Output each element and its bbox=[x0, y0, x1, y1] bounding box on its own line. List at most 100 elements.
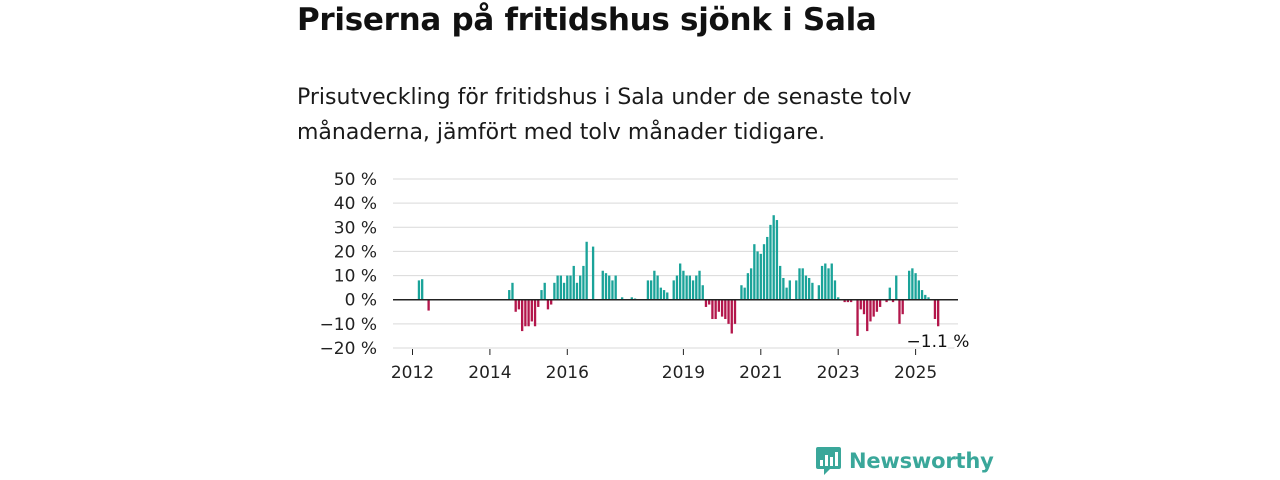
bars bbox=[417, 215, 940, 336]
bar bbox=[830, 263, 833, 300]
bar bbox=[924, 294, 927, 300]
bar bbox=[569, 275, 572, 300]
bar bbox=[801, 268, 804, 300]
x-tick-label: 2019 bbox=[662, 363, 705, 383]
bar bbox=[711, 299, 714, 320]
bar bbox=[572, 265, 575, 300]
bar bbox=[604, 273, 608, 300]
bar bbox=[775, 220, 779, 300]
last-value-annotation: −1.1 % bbox=[905, 331, 971, 354]
bar bbox=[769, 224, 772, 300]
bar bbox=[546, 299, 550, 310]
bar bbox=[672, 280, 675, 300]
bar bbox=[843, 299, 846, 303]
bar bbox=[562, 282, 566, 300]
bar bbox=[675, 275, 679, 300]
bar bbox=[866, 299, 869, 332]
bar bbox=[901, 299, 904, 315]
y-gridlines bbox=[393, 178, 958, 349]
bar bbox=[714, 299, 717, 320]
bar bbox=[688, 275, 692, 300]
bar bbox=[550, 299, 553, 305]
y-tick-label: 40 % bbox=[334, 194, 377, 214]
bar bbox=[601, 270, 604, 300]
bar bbox=[885, 299, 888, 303]
bar bbox=[582, 265, 585, 300]
bar bbox=[698, 270, 701, 300]
y-tick-label: 10 % bbox=[334, 267, 377, 287]
bar bbox=[895, 275, 898, 300]
bar bbox=[911, 268, 914, 300]
bar bbox=[920, 290, 924, 300]
newsworthy-logo: Newsworthy bbox=[815, 446, 994, 476]
bar bbox=[820, 265, 824, 300]
bar bbox=[917, 280, 920, 300]
bar bbox=[682, 270, 685, 300]
bar bbox=[537, 299, 540, 307]
bar bbox=[740, 285, 743, 300]
x-tick-label: 2023 bbox=[817, 363, 860, 383]
y-tick-label: 50 % bbox=[334, 170, 377, 190]
bar bbox=[824, 263, 827, 300]
bar bbox=[620, 297, 624, 300]
bar bbox=[662, 290, 666, 300]
x-tick-label: 2016 bbox=[546, 363, 589, 383]
bar bbox=[808, 277, 811, 300]
bar bbox=[875, 299, 879, 312]
bar bbox=[907, 270, 911, 300]
brand-name: Newsworthy bbox=[849, 449, 994, 473]
bar bbox=[927, 297, 930, 300]
x-tick-label: 2021 bbox=[739, 363, 782, 383]
bar bbox=[937, 299, 940, 327]
bar bbox=[520, 299, 524, 332]
bar bbox=[717, 299, 721, 312]
bar bbox=[753, 244, 756, 300]
bar bbox=[533, 299, 537, 327]
bar bbox=[878, 299, 882, 307]
bar bbox=[798, 268, 801, 300]
bar bbox=[517, 299, 521, 310]
bar bbox=[859, 299, 862, 310]
bar bbox=[746, 273, 750, 300]
bar bbox=[749, 268, 753, 300]
bar bbox=[608, 275, 611, 300]
bar bbox=[772, 215, 775, 300]
bar bbox=[766, 236, 769, 300]
bar bbox=[666, 292, 669, 300]
bar bbox=[833, 280, 837, 300]
y-tick-label: −20 % bbox=[320, 339, 377, 359]
bar bbox=[585, 241, 588, 300]
bar bbox=[933, 299, 937, 320]
y-tick-label: 0 % bbox=[345, 291, 377, 311]
bar bbox=[795, 280, 798, 300]
x-axis-ticks: 2012 2014 2016 2019 2021 2023 2025 bbox=[391, 349, 937, 383]
bar bbox=[778, 265, 782, 300]
bar bbox=[514, 299, 517, 312]
bar bbox=[691, 280, 695, 300]
bar bbox=[804, 275, 808, 300]
bar bbox=[837, 297, 840, 300]
bar bbox=[695, 275, 698, 300]
bar bbox=[553, 282, 556, 300]
y-axis-tick-labels: 50 % 40 % 30 % 20 % 10 % 0 % −10 % −20 % bbox=[320, 170, 377, 359]
bar bbox=[811, 282, 814, 300]
price-change-bar-chart: 50 %40 %30 %20 %10 %0 %−10 %−20 % 2012 20… bbox=[320, 170, 971, 383]
bar bbox=[888, 287, 891, 300]
bar bbox=[817, 285, 821, 300]
bar bbox=[646, 280, 650, 300]
bar bbox=[679, 263, 682, 300]
bar bbox=[508, 290, 511, 300]
x-tick-label: 2012 bbox=[391, 363, 434, 383]
bar bbox=[856, 299, 859, 336]
bar bbox=[543, 282, 546, 300]
bar bbox=[540, 290, 543, 300]
bar bbox=[559, 275, 563, 300]
chart-subtitle: Prisutveckling för fritidshus i Sala und… bbox=[297, 85, 912, 145]
bar bbox=[566, 275, 569, 300]
bar bbox=[869, 299, 872, 322]
bar bbox=[849, 299, 853, 303]
y-tick-label: 30 % bbox=[334, 218, 377, 238]
bar bbox=[872, 299, 875, 317]
bar bbox=[708, 299, 711, 305]
y-tick-label: 20 % bbox=[334, 242, 377, 262]
